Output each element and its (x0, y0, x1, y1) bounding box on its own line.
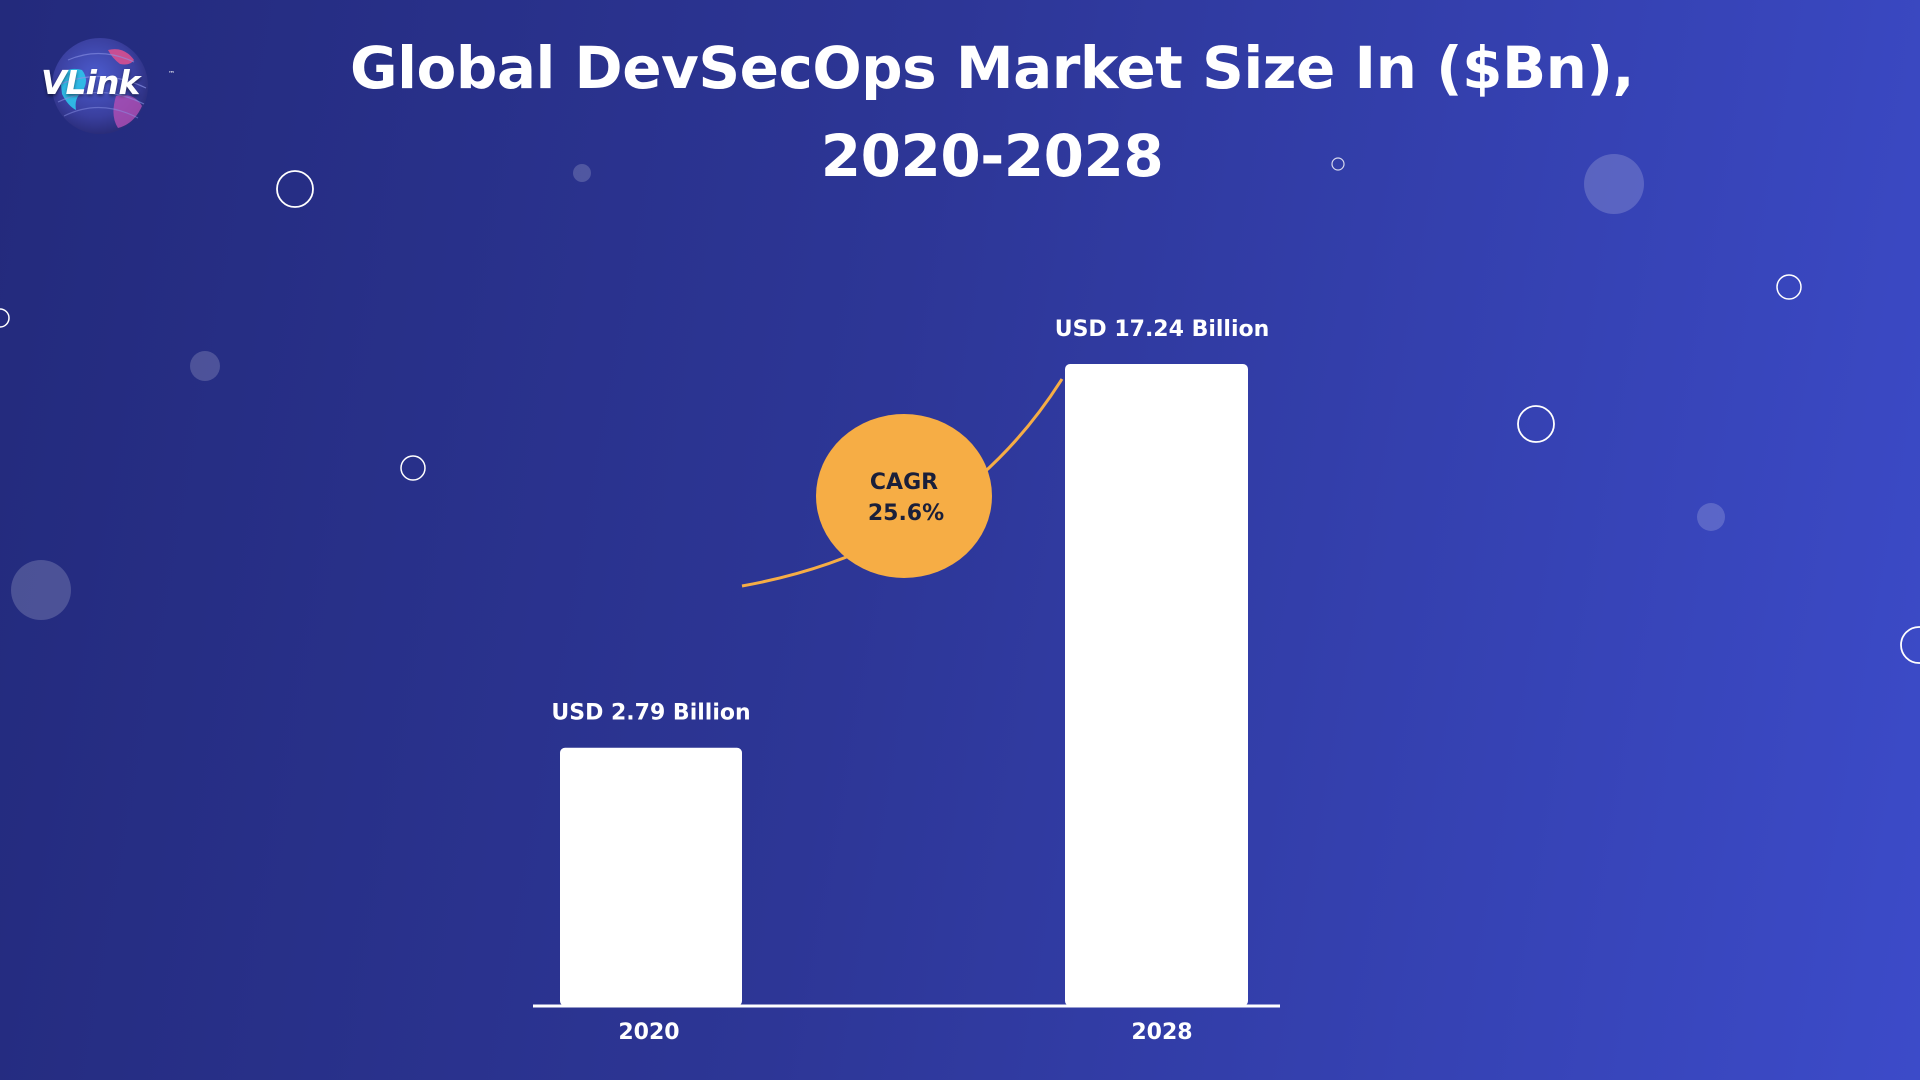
trademark-mark: ™ (168, 70, 175, 78)
decor-circle (1331, 157, 1345, 171)
decor-circle (1900, 626, 1920, 664)
decor-circle (0, 308, 10, 328)
cagr-value: 25.6% (868, 501, 944, 526)
bar-2020 (560, 747, 742, 1006)
decor-circle (1584, 154, 1644, 214)
decor-circles (0, 154, 1920, 664)
decor-circle (1517, 405, 1555, 443)
x-tick-2028: 2028 (1131, 1020, 1192, 1045)
vlink-logo: VLink ™ (38, 36, 188, 140)
decor-circle (1776, 274, 1802, 300)
decor-circle (11, 560, 71, 620)
decor-circle (190, 351, 220, 381)
title-line-1: Global DevSecOps Market Size In ($Bn), (349, 34, 1635, 102)
logo-text: VLink (41, 63, 140, 102)
title-line-2: 2020-2028 (820, 122, 1164, 190)
decor-circle (1697, 503, 1725, 531)
chart-title: Global DevSecOps Market Size In ($Bn), 2… (280, 24, 1704, 200)
data-label-2028: USD 17.24 Billion (1055, 317, 1270, 342)
bar-2028 (1065, 364, 1248, 1006)
decor-circle (573, 164, 591, 182)
cagr-badge-circle (816, 414, 992, 578)
x-tick-2020: 2020 (618, 1020, 679, 1045)
globe-icon (52, 38, 148, 134)
decor-circle (400, 455, 426, 481)
data-label-2020: USD 2.79 Billion (551, 701, 750, 726)
decor-circle (276, 170, 314, 208)
cagr-label: CAGR (870, 470, 938, 495)
cagr-badge: CAGR 25.6% (816, 414, 992, 578)
